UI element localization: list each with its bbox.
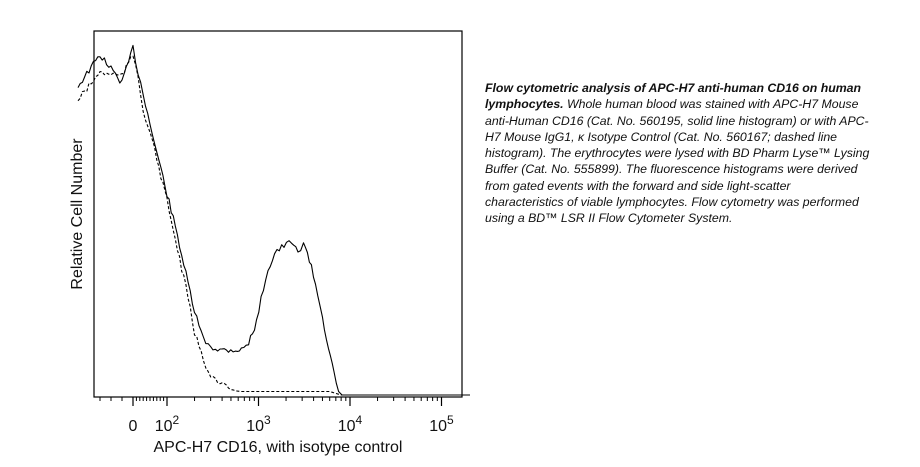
x-tick-label: 104: [338, 413, 363, 435]
caption-body: Whole human blood was stained with APC-H…: [485, 97, 870, 226]
histogram-figure: 0 102 103 104 105 APC-H7 CD16, with isotype …: [69, 30, 470, 456]
series-layer: [77, 44, 470, 396]
caption-title: Flow cytometric analysis of APC-H7 anti-…: [485, 81, 862, 112]
x-tick-label: 0: [129, 418, 138, 435]
x-axis-label: APC-H7 CD16, with isotype control: [154, 439, 403, 456]
plot-frame: [93, 30, 463, 398]
x-tick-label: 103: [246, 413, 271, 435]
figure-caption: Flow cytometric analysis of APC-H7 anti-…: [485, 80, 870, 227]
x-tick-label: 102: [155, 413, 180, 435]
x-tick-label: 105: [429, 413, 454, 435]
y-axis-label: Relative Cell Number: [69, 138, 86, 290]
x-minor-ticks: [99, 397, 438, 401]
histogram-chart: 0 102 103 104 105 APC-H7 CD16, with isotype …: [69, 30, 470, 456]
isotype-control-histogram: [77, 55, 470, 396]
x-major-ticks: [132, 397, 443, 406]
cd16-histogram: [77, 44, 470, 396]
x-tick-labels: 0 102 103 104 105: [129, 413, 455, 435]
